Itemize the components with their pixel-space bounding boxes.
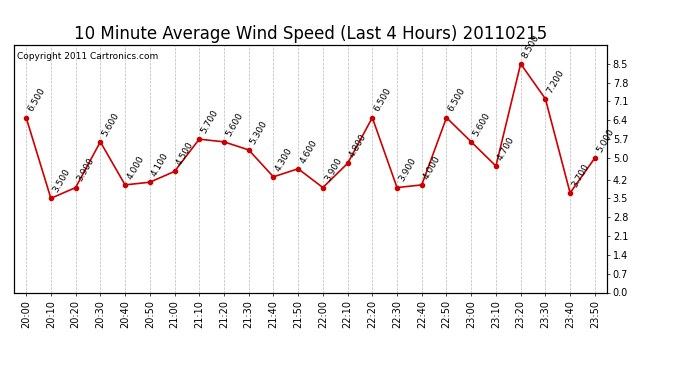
Text: 5.300: 5.300: [248, 119, 269, 146]
Text: 3.500: 3.500: [51, 167, 72, 194]
Text: 3.900: 3.900: [323, 156, 344, 183]
Text: 4.700: 4.700: [496, 135, 517, 162]
Text: 4.000: 4.000: [422, 154, 442, 181]
Text: 4.300: 4.300: [273, 146, 294, 172]
Text: 4.800: 4.800: [348, 132, 368, 159]
Text: 6.500: 6.500: [446, 87, 467, 114]
Text: 6.500: 6.500: [26, 87, 47, 114]
Text: 4.000: 4.000: [125, 154, 146, 181]
Text: 3.700: 3.700: [570, 162, 591, 189]
Text: 3.900: 3.900: [76, 156, 97, 183]
Text: 3.900: 3.900: [397, 156, 417, 183]
Text: 6.500: 6.500: [373, 87, 393, 114]
Text: Copyright 2011 Cartronics.com: Copyright 2011 Cartronics.com: [17, 53, 158, 62]
Text: 4.600: 4.600: [298, 138, 319, 165]
Text: 5.600: 5.600: [100, 111, 121, 138]
Text: 5.000: 5.000: [595, 127, 615, 154]
Text: 7.200: 7.200: [545, 68, 566, 94]
Text: 5.600: 5.600: [224, 111, 245, 138]
Text: 4.500: 4.500: [175, 141, 195, 167]
Text: 5.700: 5.700: [199, 108, 220, 135]
Text: 8.500: 8.500: [521, 33, 542, 60]
Text: 5.600: 5.600: [471, 111, 492, 138]
Text: 4.100: 4.100: [150, 151, 170, 178]
Title: 10 Minute Average Wind Speed (Last 4 Hours) 20110215: 10 Minute Average Wind Speed (Last 4 Hou…: [74, 26, 547, 44]
